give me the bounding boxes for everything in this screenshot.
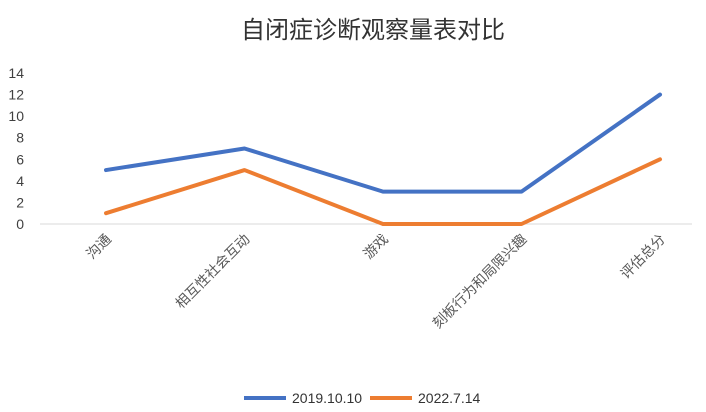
x-tick-label: 相互性社会互动 bbox=[173, 232, 254, 313]
y-tick-label: 6 bbox=[16, 151, 24, 167]
y-tick-label: 2 bbox=[16, 194, 24, 210]
legend: 2019.10.10 2022.7.14 bbox=[244, 390, 480, 406]
legend-label-2: 2022.7.14 bbox=[418, 390, 480, 406]
series-lines bbox=[104, 92, 662, 226]
y-tick-label: 8 bbox=[16, 130, 24, 146]
x-tick-label: 刻板行为和局限兴趣 bbox=[430, 232, 530, 332]
y-axis-ticks: 0 2 4 6 8 10 12 14 bbox=[8, 65, 24, 232]
x-tick-label: 游戏 bbox=[361, 232, 392, 263]
y-tick-label: 12 bbox=[8, 87, 24, 103]
y-tick-label: 14 bbox=[8, 65, 24, 81]
legend-label-1: 2019.10.10 bbox=[292, 390, 362, 406]
chart-title: 自闭症诊断观察量表对比 bbox=[241, 16, 505, 44]
y-tick-label: 10 bbox=[8, 108, 24, 124]
x-tick-label: 沟通 bbox=[84, 232, 115, 263]
series-line-1 bbox=[104, 92, 662, 194]
x-tick-label: 评估总分 bbox=[618, 232, 669, 283]
series-line-2 bbox=[104, 157, 662, 226]
y-tick-label: 4 bbox=[16, 173, 24, 189]
y-tick-label: 0 bbox=[16, 216, 24, 232]
x-axis-ticks: 沟通 相互性社会互动 游戏 刻板行为和局限兴趣 评估总分 bbox=[84, 232, 669, 332]
